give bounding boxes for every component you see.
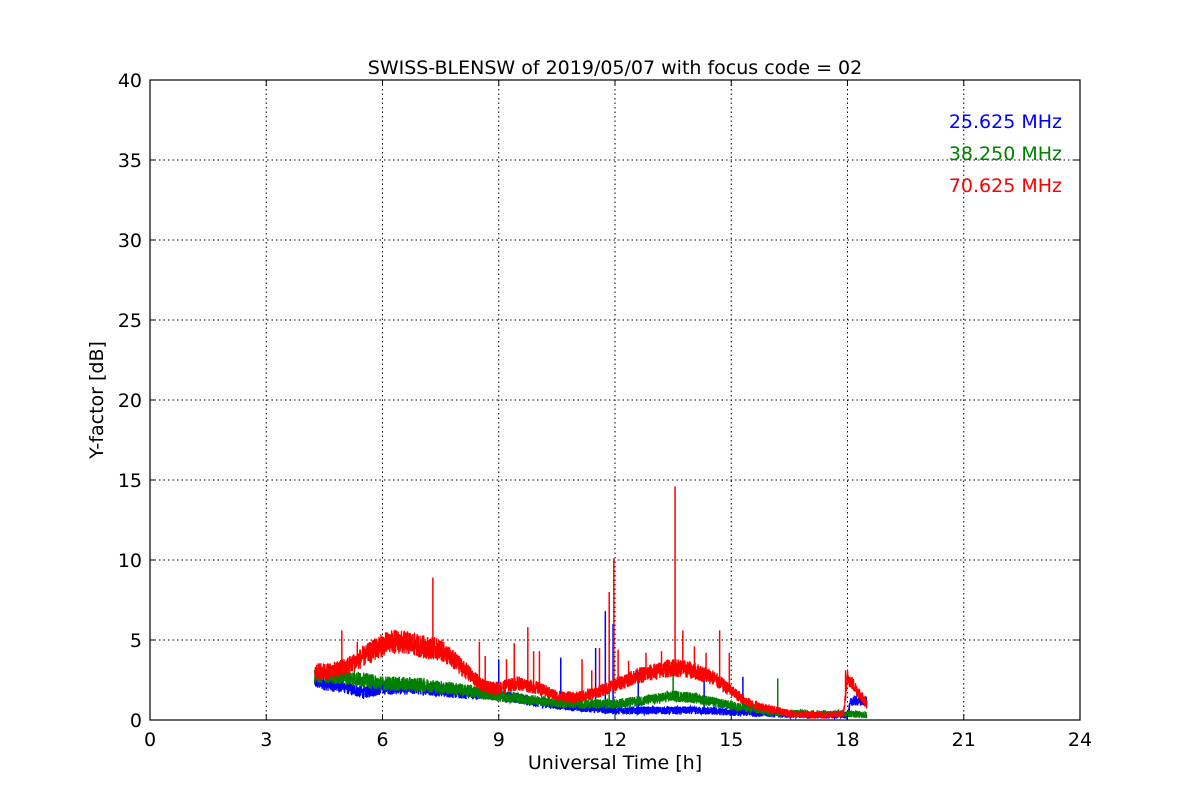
y-tick-label: 15 — [118, 470, 142, 492]
y-tick-label: 0 — [130, 710, 142, 732]
legend-entry: 38.250 MHz — [949, 143, 1062, 165]
y-tick-label: 5 — [130, 630, 142, 652]
y-tick-label: 10 — [118, 550, 142, 572]
x-tick-label: 21 — [952, 729, 976, 751]
x-tick-label: 0 — [144, 729, 156, 751]
y-tick-label: 25 — [118, 310, 142, 332]
x-axis-label: Universal Time [h] — [528, 752, 702, 774]
y-tick-label: 40 — [118, 70, 142, 92]
legend: 25.625 MHz 38.250 MHz 70.625 MHz — [949, 111, 1062, 197]
x-tick-label: 15 — [719, 729, 743, 751]
series-line — [314, 629, 868, 719]
x-tick-label: 24 — [1068, 729, 1092, 751]
x-tick-label: 12 — [603, 729, 627, 751]
legend-entry: 70.625 MHz — [949, 175, 1062, 197]
y-axis-label: Y-factor [dB] — [86, 341, 108, 460]
legend-entry: 25.625 MHz — [949, 111, 1062, 133]
chart-title: SWISS-BLENSW of 2019/05/07 with focus co… — [368, 57, 862, 79]
y-tick-label: 30 — [118, 230, 142, 252]
x-tick-label: 9 — [493, 729, 505, 751]
x-tick-label: 6 — [376, 729, 388, 751]
y-tick-label: 20 — [118, 390, 142, 412]
series-layer — [314, 486, 868, 720]
series-2 — [314, 486, 868, 719]
x-tick-label: 3 — [260, 729, 272, 751]
grid — [150, 80, 1080, 720]
y-tick-label: 35 — [118, 150, 142, 172]
ticks: 0 3 6 9 12 15 18 21 24 0 5 10 15 20 25 30 35 40 — [118, 70, 1092, 751]
x-tick-label: 18 — [835, 729, 859, 751]
